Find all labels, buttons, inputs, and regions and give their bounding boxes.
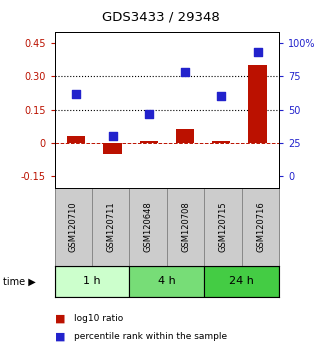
Bar <box>167 188 204 266</box>
Bar <box>204 188 242 266</box>
Text: GSM120648: GSM120648 <box>144 201 153 252</box>
Text: GSM120711: GSM120711 <box>106 201 115 252</box>
Text: GDS3433 / 29348: GDS3433 / 29348 <box>102 11 219 24</box>
Text: 4 h: 4 h <box>158 276 176 286</box>
Point <box>146 111 152 116</box>
Text: 24 h: 24 h <box>230 276 254 286</box>
Text: log10 ratio: log10 ratio <box>74 314 123 323</box>
Bar <box>67 136 85 143</box>
Text: GSM120710: GSM120710 <box>69 201 78 252</box>
Bar <box>55 188 92 266</box>
Text: time ▶: time ▶ <box>3 276 36 286</box>
Text: GSM120716: GSM120716 <box>256 201 265 252</box>
Point <box>219 93 224 99</box>
Text: percentile rank within the sample: percentile rank within the sample <box>74 332 227 341</box>
Point <box>182 69 187 75</box>
Point <box>255 50 260 55</box>
Text: ■: ■ <box>55 314 65 324</box>
Bar <box>176 129 194 143</box>
Bar <box>129 188 167 266</box>
Text: GSM120708: GSM120708 <box>181 201 190 252</box>
Text: 1 h: 1 h <box>83 276 101 286</box>
Point <box>74 91 79 97</box>
Bar <box>212 141 230 143</box>
Bar <box>242 188 279 266</box>
Text: ■: ■ <box>55 331 65 341</box>
Bar <box>103 143 122 154</box>
Bar <box>140 141 158 143</box>
Point <box>110 133 115 139</box>
Bar <box>129 266 204 297</box>
Bar <box>248 65 266 143</box>
Bar <box>204 266 279 297</box>
Bar <box>92 188 129 266</box>
Bar <box>55 266 129 297</box>
Text: GSM120715: GSM120715 <box>219 201 228 252</box>
